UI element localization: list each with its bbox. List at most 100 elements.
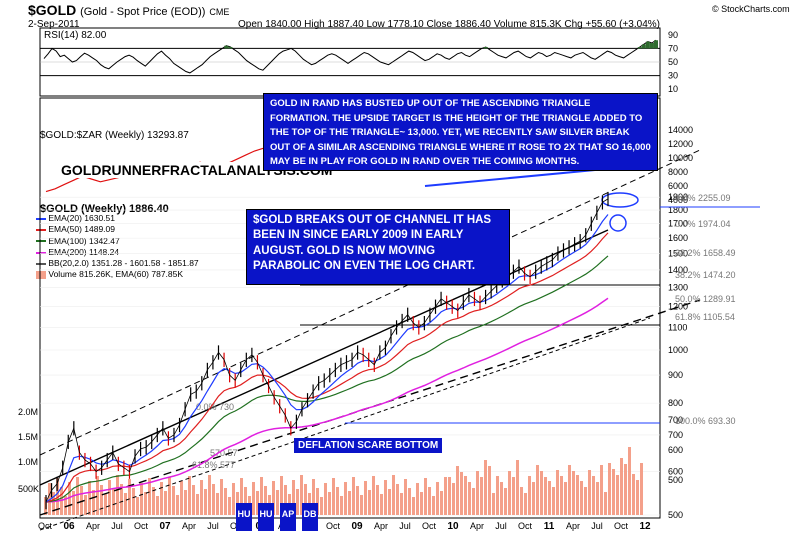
volume-bar [420, 492, 423, 515]
volume-bar [100, 485, 103, 515]
volume-bar [104, 494, 107, 515]
channel-line [39, 299, 701, 516]
volume-bar [76, 477, 79, 515]
price-tick-label: 700 [668, 430, 683, 440]
volume-bar [140, 483, 143, 515]
price-tick-label: 1300 [668, 283, 688, 293]
volume-bar [472, 488, 475, 515]
volume-bar [296, 489, 299, 515]
volume-bar [624, 464, 627, 515]
volume-bar [588, 470, 591, 515]
volume-bar [316, 488, 319, 515]
volume-bar [144, 492, 147, 515]
volume-bar [264, 486, 267, 515]
x-tick-label: 06 [63, 521, 75, 532]
volume-bar [208, 475, 211, 515]
volume-bar [480, 477, 483, 515]
tag-box [236, 503, 252, 531]
price-tick-label: 1600 [668, 233, 688, 243]
volume-bar [72, 491, 75, 515]
volume-bar [524, 493, 527, 515]
volume-bar [320, 497, 323, 515]
price-tick-label: 900 [668, 370, 683, 380]
volume-bar [380, 494, 383, 515]
volume-bar [348, 491, 351, 515]
rsi-overbought-fill [224, 45, 229, 49]
volume-right-tick: 600 [668, 445, 683, 455]
volume-tick-label: 2.0M [18, 407, 38, 417]
volume-bar [396, 484, 399, 515]
volume-tick-label: 500K [18, 484, 39, 494]
volume-bar [172, 486, 175, 515]
volume-bar [84, 495, 87, 515]
fib-label-left: 570.57 [210, 448, 238, 458]
tag-box [258, 503, 274, 531]
rsi-overbought-fill [649, 42, 654, 49]
volume-tick-label: 1.5M [18, 432, 38, 442]
volume-right-tick: 700 [668, 415, 683, 425]
x-tick-label: Apr [86, 521, 100, 531]
ema50-label: EMA(50) 1489.09 [48, 224, 115, 235]
volume-bar [80, 486, 83, 515]
ema200-line [45, 297, 609, 503]
volume-bar [604, 492, 607, 515]
price-tick-label: 600 [668, 467, 683, 477]
volume-bar [336, 487, 339, 515]
volume-bar [156, 496, 159, 515]
volume-right-tick: 500 [668, 475, 683, 485]
x-tick-label: Oct [518, 521, 533, 531]
volume-bar [232, 483, 235, 515]
volume-bar [116, 475, 119, 515]
tag-label: DB [304, 509, 317, 519]
rsi-overbought-fill [641, 44, 646, 49]
volume-bar [460, 472, 463, 515]
quote-line: Open 1840.00 High 1887.40 Low 1778.10 Cl… [238, 19, 660, 30]
channel-line [39, 317, 651, 531]
volume-bar [520, 487, 523, 515]
volume-bar [344, 482, 347, 515]
volume-bar [372, 476, 375, 515]
x-tick-label: Apr [182, 521, 196, 531]
volume-bar [516, 460, 519, 515]
zar-tick-label: 12000 [668, 139, 693, 149]
volume-bar [128, 479, 131, 515]
volume-bar [592, 476, 595, 515]
volume-bar [584, 487, 587, 515]
volume-bar [448, 477, 451, 515]
price-tick-label: 500 [668, 510, 683, 520]
volume-bar [544, 477, 547, 515]
triangle-support-line [424, 169, 596, 187]
volume-bar [280, 476, 283, 515]
target-circle [609, 214, 627, 232]
volume-bar [192, 485, 195, 515]
zar-tick-label: 6000 [668, 181, 688, 191]
volume-bar [492, 493, 495, 515]
volume-bar [244, 487, 247, 515]
ema20-line [45, 214, 609, 503]
rsi-line [43, 39, 657, 74]
volume-bar [548, 481, 551, 515]
volume-bar [200, 480, 203, 515]
volume-bar [444, 477, 447, 515]
volume-bar [256, 491, 259, 515]
price-tick-label: 1100 [668, 322, 687, 332]
volume-bar [536, 465, 539, 515]
ema100-line [45, 255, 609, 503]
fib-label-left: 61.8% 577 [192, 460, 235, 470]
volume-bar [428, 487, 431, 515]
volume-bar [388, 489, 391, 515]
volume-bar [272, 481, 275, 515]
volume-bar [168, 477, 171, 515]
volume-bar [608, 463, 611, 515]
price-tick-label: 1400 [668, 265, 688, 275]
volume-bar [224, 488, 227, 515]
volume-bar [580, 481, 583, 515]
x-tick-label: 12 [639, 521, 651, 532]
volume-bar [304, 484, 307, 515]
volume-bar [476, 471, 479, 515]
rsi-overbought-fill [645, 41, 650, 49]
volume-bar [500, 482, 503, 515]
volume-bar [464, 476, 467, 515]
volume-bar [412, 497, 415, 515]
volume-bar [640, 463, 643, 515]
